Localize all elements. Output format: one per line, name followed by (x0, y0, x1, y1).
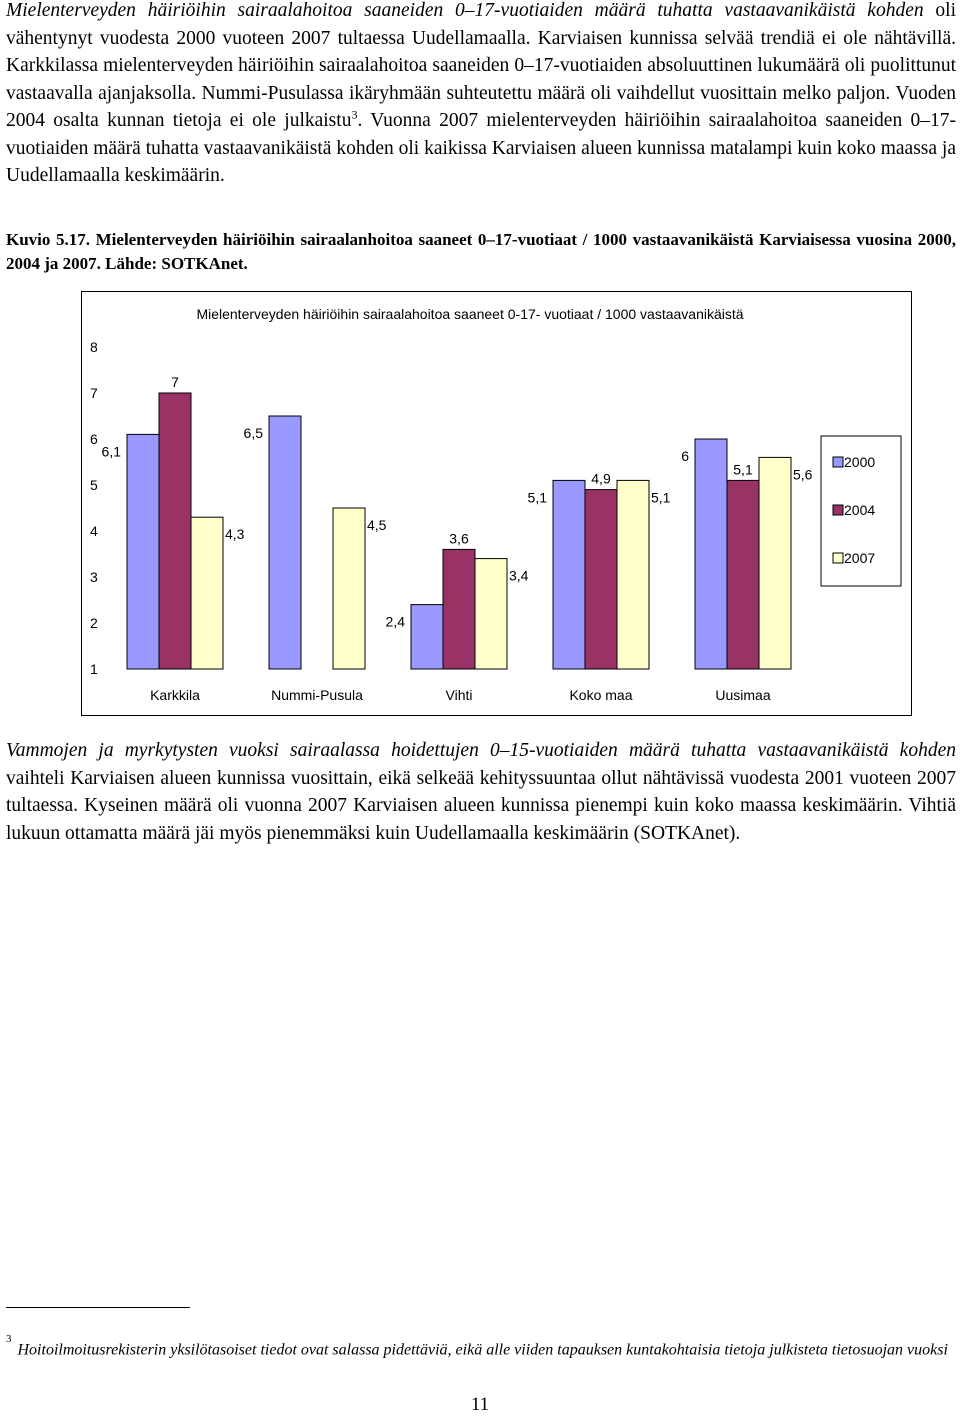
paragraph-text-a: oli vähentynyt vuodesta 2000 vuoteen 200… (6, 0, 956, 131)
y-tick-label: 2 (90, 615, 98, 631)
y-tick-label: 5 (90, 477, 98, 493)
y-tick-label: 4 (90, 523, 98, 539)
y-tick-label: 7 (90, 385, 98, 401)
paragraph-mental-health: Mielenterveyden häiriöihin sairaalahoito… (6, 0, 956, 190)
page-number: 11 (470, 1394, 490, 1415)
footnote-reference[interactable]: 3 (351, 107, 358, 122)
x-tick-label: Koko maa (569, 687, 632, 703)
chart-canvas: Mielenterveyden häiriöihin sairaalahoito… (90, 306, 902, 703)
data-label: 5,6 (793, 466, 813, 482)
data-label: 5,1 (651, 489, 671, 505)
bar (332, 507, 366, 670)
data-label: 6,1 (102, 443, 122, 459)
bar (474, 558, 508, 670)
y-tick-label: 8 (90, 339, 98, 355)
data-label: 4,5 (367, 517, 387, 533)
data-label: 4,3 (225, 526, 245, 542)
data-label: 3,6 (449, 530, 469, 546)
bar (268, 415, 302, 670)
bar (190, 516, 224, 670)
bar (410, 604, 444, 670)
data-label: 5,1 (733, 461, 753, 477)
paragraph-text-b: . Vuonna 2007 mielenterveyden häiriöihin… (6, 110, 957, 186)
bar (126, 433, 160, 670)
footnote-number: 3 (6, 1333, 12, 1345)
bar (694, 438, 728, 670)
chart-title: Mielenterveyden häiriöihin sairaalahoito… (196, 306, 743, 322)
x-tick-label: Nummi-Pusula (271, 687, 363, 703)
x-tick-label: Karkkila (150, 687, 200, 703)
legend-box (820, 435, 902, 587)
bar (552, 479, 586, 670)
y-tick-label: 3 (90, 569, 98, 585)
bar (758, 456, 792, 670)
bar (616, 479, 650, 670)
bar (726, 479, 760, 670)
data-label: 3,4 (509, 568, 529, 584)
legend-label: 2000 (844, 454, 875, 470)
footnote-text: Hoitoilmoitusrekisterin yksilötasoiset t… (17, 1341, 948, 1359)
paragraph-text: vaihteli Karviaisen alueen kunnissa vuos… (6, 767, 956, 844)
data-label: 7 (171, 374, 179, 390)
data-label: 4,9 (591, 471, 611, 487)
paragraph-italic-lead: Mielenterveyden häiriöihin sairaalahoito… (6, 0, 924, 21)
x-tick-label: Vihti (446, 687, 473, 703)
legend-label: 2007 (844, 550, 875, 566)
legend-swatch (832, 504, 844, 516)
paragraph-italic-lead: Vammojen ja myrkytysten vuoksi sairaalas… (6, 740, 956, 761)
data-label: 5,1 (528, 489, 548, 505)
y-tick-label: 6 (90, 431, 98, 447)
bar (442, 548, 476, 670)
legend-label: 2004 (844, 502, 875, 518)
footnote: 3 Hoitoilmoitusrekisterin yksilötasoiset … (6, 1333, 956, 1361)
bar-chart: Mielenterveyden häiriöihin sairaalahoito… (81, 291, 912, 716)
bar (584, 489, 618, 670)
legend-swatch (832, 552, 844, 564)
data-label: 6 (681, 448, 689, 464)
data-label: 2,4 (386, 614, 406, 630)
x-tick-label: Uusimaa (715, 687, 770, 703)
legend-swatch (832, 456, 844, 468)
bar (158, 392, 192, 670)
paragraph-injuries: Vammojen ja myrkytysten vuoksi sairaalas… (6, 737, 956, 847)
data-label: 6,5 (244, 425, 264, 441)
footnote-separator (6, 1307, 190, 1308)
y-tick-label: 1 (90, 661, 98, 677)
figure-caption: Kuvio 5.17. Mielenterveyden häiriöihin s… (6, 230, 956, 273)
